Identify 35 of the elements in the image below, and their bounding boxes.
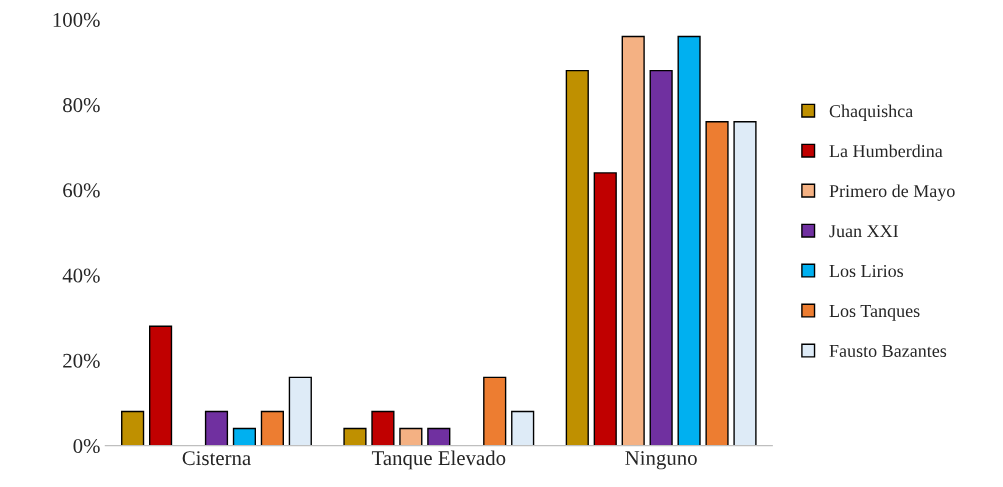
bar (121, 410, 145, 446)
legend-label: La Humberdina (829, 144, 943, 158)
bar (733, 121, 757, 446)
y-tick-label: 20% (63, 353, 100, 368)
legend-label: Fausto Bazantes (829, 345, 947, 358)
legend-label: Primero de Mayo (829, 184, 955, 201)
bar (260, 410, 284, 446)
bar (649, 69, 673, 446)
bar (343, 427, 367, 446)
y-tick-label: 0% (73, 438, 100, 454)
x-tick-label: Ninguno (625, 451, 697, 470)
bar (565, 69, 589, 446)
y-tick-label: 100% (53, 12, 100, 27)
legend-label: Los Lirios (829, 264, 904, 278)
bar (705, 121, 729, 446)
bar (232, 427, 257, 446)
bar (371, 410, 395, 446)
legend-label: Chaquishca (829, 104, 913, 121)
bar (288, 376, 312, 446)
bar (427, 427, 451, 446)
y-tick-label: 40% (62, 268, 100, 283)
bar (148, 325, 173, 446)
legend-label: Los Tanques (829, 305, 920, 321)
y-tick-label: 60% (63, 183, 100, 198)
bar (204, 410, 229, 446)
bar (483, 376, 507, 446)
bar (621, 35, 645, 446)
x-tick-label: Tanque Elevado (371, 450, 506, 470)
y-tick-label: 80% (63, 98, 100, 113)
legend-label: Juan XXI (829, 225, 899, 238)
x-tick-label: Cisterna (182, 451, 251, 466)
bar (399, 427, 423, 446)
bar (677, 35, 701, 446)
bar (593, 172, 617, 446)
bar (511, 410, 535, 446)
